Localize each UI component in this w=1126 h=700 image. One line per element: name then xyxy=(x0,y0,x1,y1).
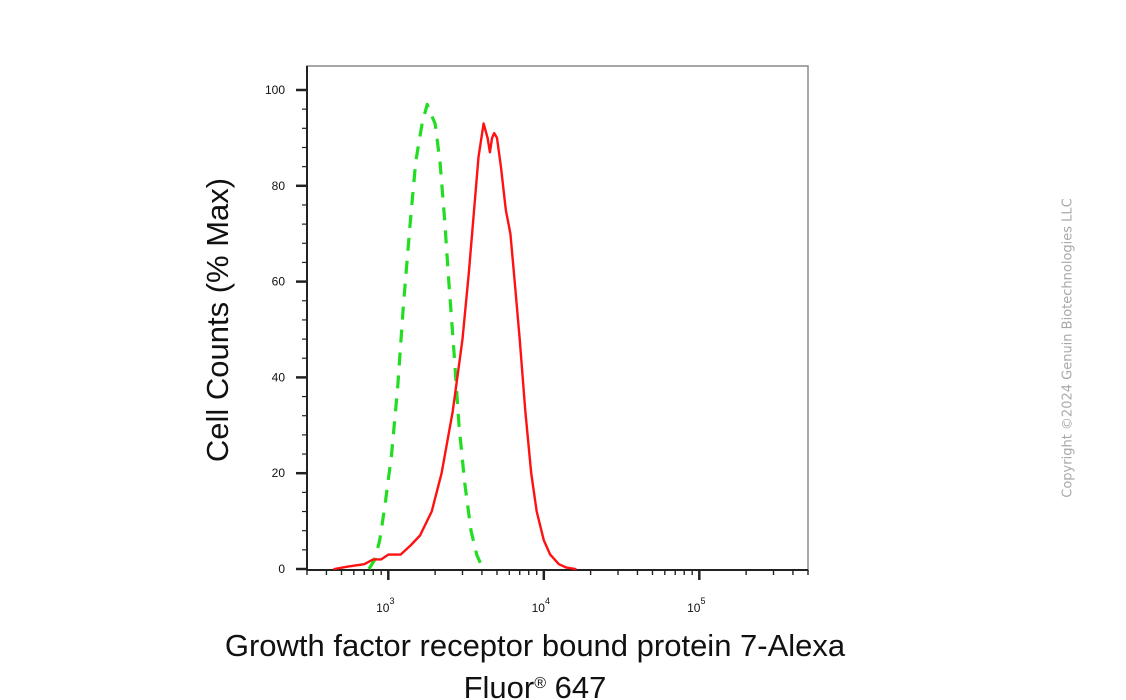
x-tick-label: 103 xyxy=(376,596,394,615)
x-tick-label: 104 xyxy=(532,596,550,615)
y-tick-label: 60 xyxy=(272,275,286,289)
x-tick-label: 105 xyxy=(687,596,705,615)
y-tick-label: 80 xyxy=(272,179,286,193)
y-tick-label: 100 xyxy=(265,83,285,97)
x-axis-title-line-1: Growth factor receptor bound protein 7-A… xyxy=(225,628,846,663)
copyright-watermark: Copyright ©2024 Genuin Biotechnologies L… xyxy=(1060,198,1076,498)
plot-frame xyxy=(306,65,809,571)
x-axis-title-number: 647 xyxy=(546,670,606,700)
x-axis-title-line-2: Fluor® 647 xyxy=(464,670,607,700)
y-axis-title: Cell Counts (% Max) xyxy=(200,178,235,462)
sample-histogram-line xyxy=(333,122,577,571)
y-tick-label: 0 xyxy=(278,562,285,576)
x-axis-title-fluor: Fluor xyxy=(464,670,535,700)
registered-mark: ® xyxy=(534,675,546,692)
y-tick-label: 40 xyxy=(272,370,286,384)
control-histogram-line xyxy=(367,102,488,571)
y-tick-label: 20 xyxy=(272,466,286,480)
